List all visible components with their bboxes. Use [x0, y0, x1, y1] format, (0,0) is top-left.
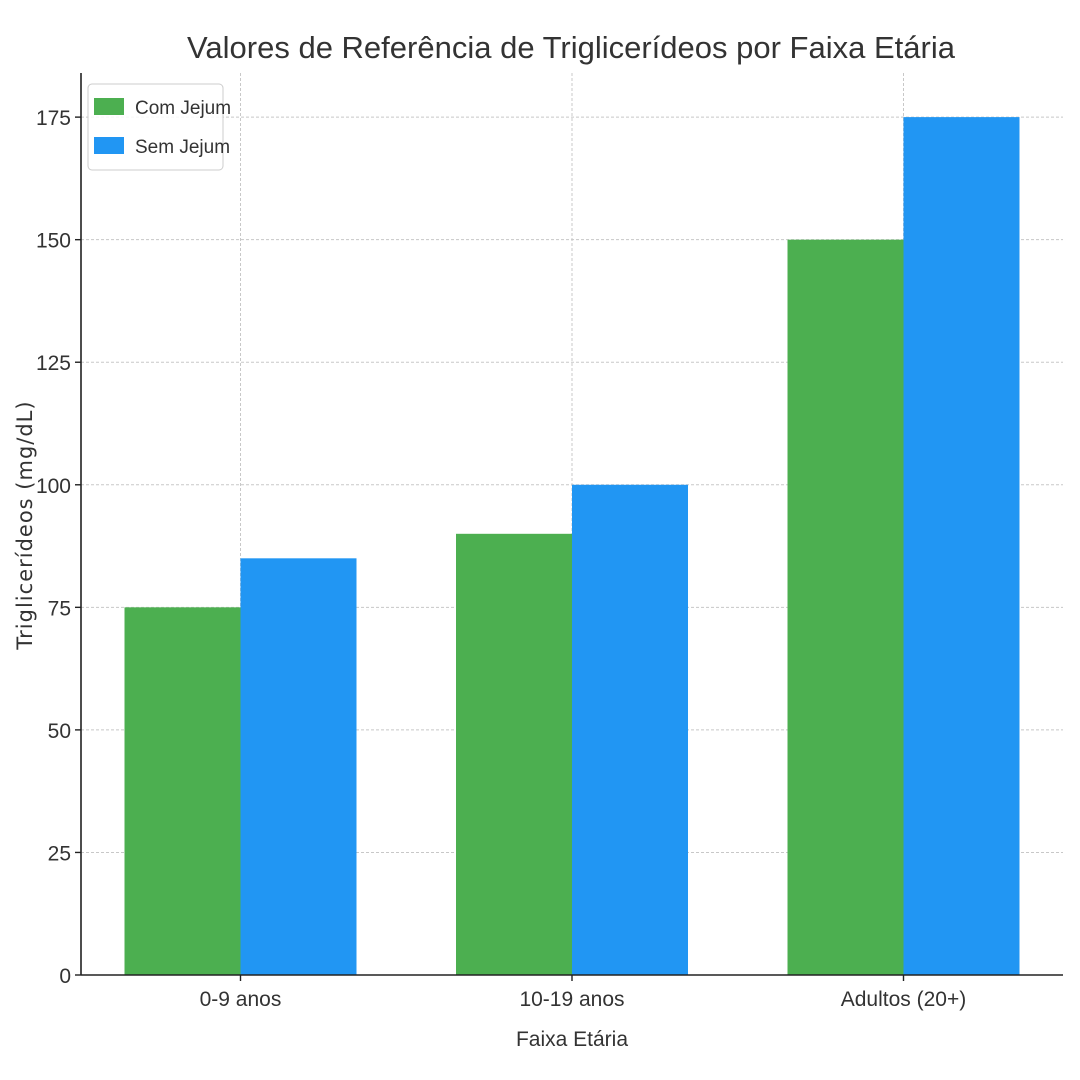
x-tick-label-1: 10-19 anos — [519, 988, 624, 1011]
x-axis-label: Faixa Etária — [516, 1028, 628, 1051]
legend: Com Jejum Sem Jejum — [87, 83, 231, 171]
x-tick-label-2: Adultos (20+) — [841, 988, 967, 1011]
legend-swatch-com-jejum — [94, 98, 124, 115]
y-tick-label-1: 25 — [48, 842, 71, 865]
bars — [124, 117, 1020, 975]
x-tick-label-0: 0-9 anos — [200, 988, 282, 1011]
y-axis-label: Triglicerídeos (mg/dL) — [13, 400, 37, 650]
x-ticks: 0-9 anos 10-19 anos Adultos (20+) — [200, 975, 967, 1011]
bar-sem-jejum-0 — [240, 558, 357, 975]
bar-sem-jejum-1 — [572, 484, 688, 975]
y-tick-label-0: 0 — [59, 965, 71, 988]
legend-swatch-sem-jejum — [94, 137, 124, 154]
bar-com-jejum-1 — [456, 533, 572, 975]
bar-com-jejum-2 — [787, 239, 904, 975]
bar-sem-jejum-2 — [903, 117, 1020, 975]
y-tick-label-3: 75 — [48, 597, 71, 620]
y-tick-label-5: 125 — [36, 352, 71, 375]
y-tick-label-6: 150 — [36, 230, 71, 253]
bar-com-jejum-0 — [124, 607, 241, 975]
y-ticks: 0 25 50 75 100 125 150 175 — [36, 107, 81, 988]
legend-label-sem-jejum: Sem Jejum — [135, 137, 230, 158]
y-tick-label-2: 50 — [48, 720, 71, 743]
y-tick-label-4: 100 — [36, 475, 71, 498]
y-tick-label-7: 175 — [36, 107, 71, 130]
chart-title: Valores de Referência de Triglicerídeos … — [187, 30, 956, 65]
legend-label-com-jejum: Com Jejum — [135, 98, 231, 119]
